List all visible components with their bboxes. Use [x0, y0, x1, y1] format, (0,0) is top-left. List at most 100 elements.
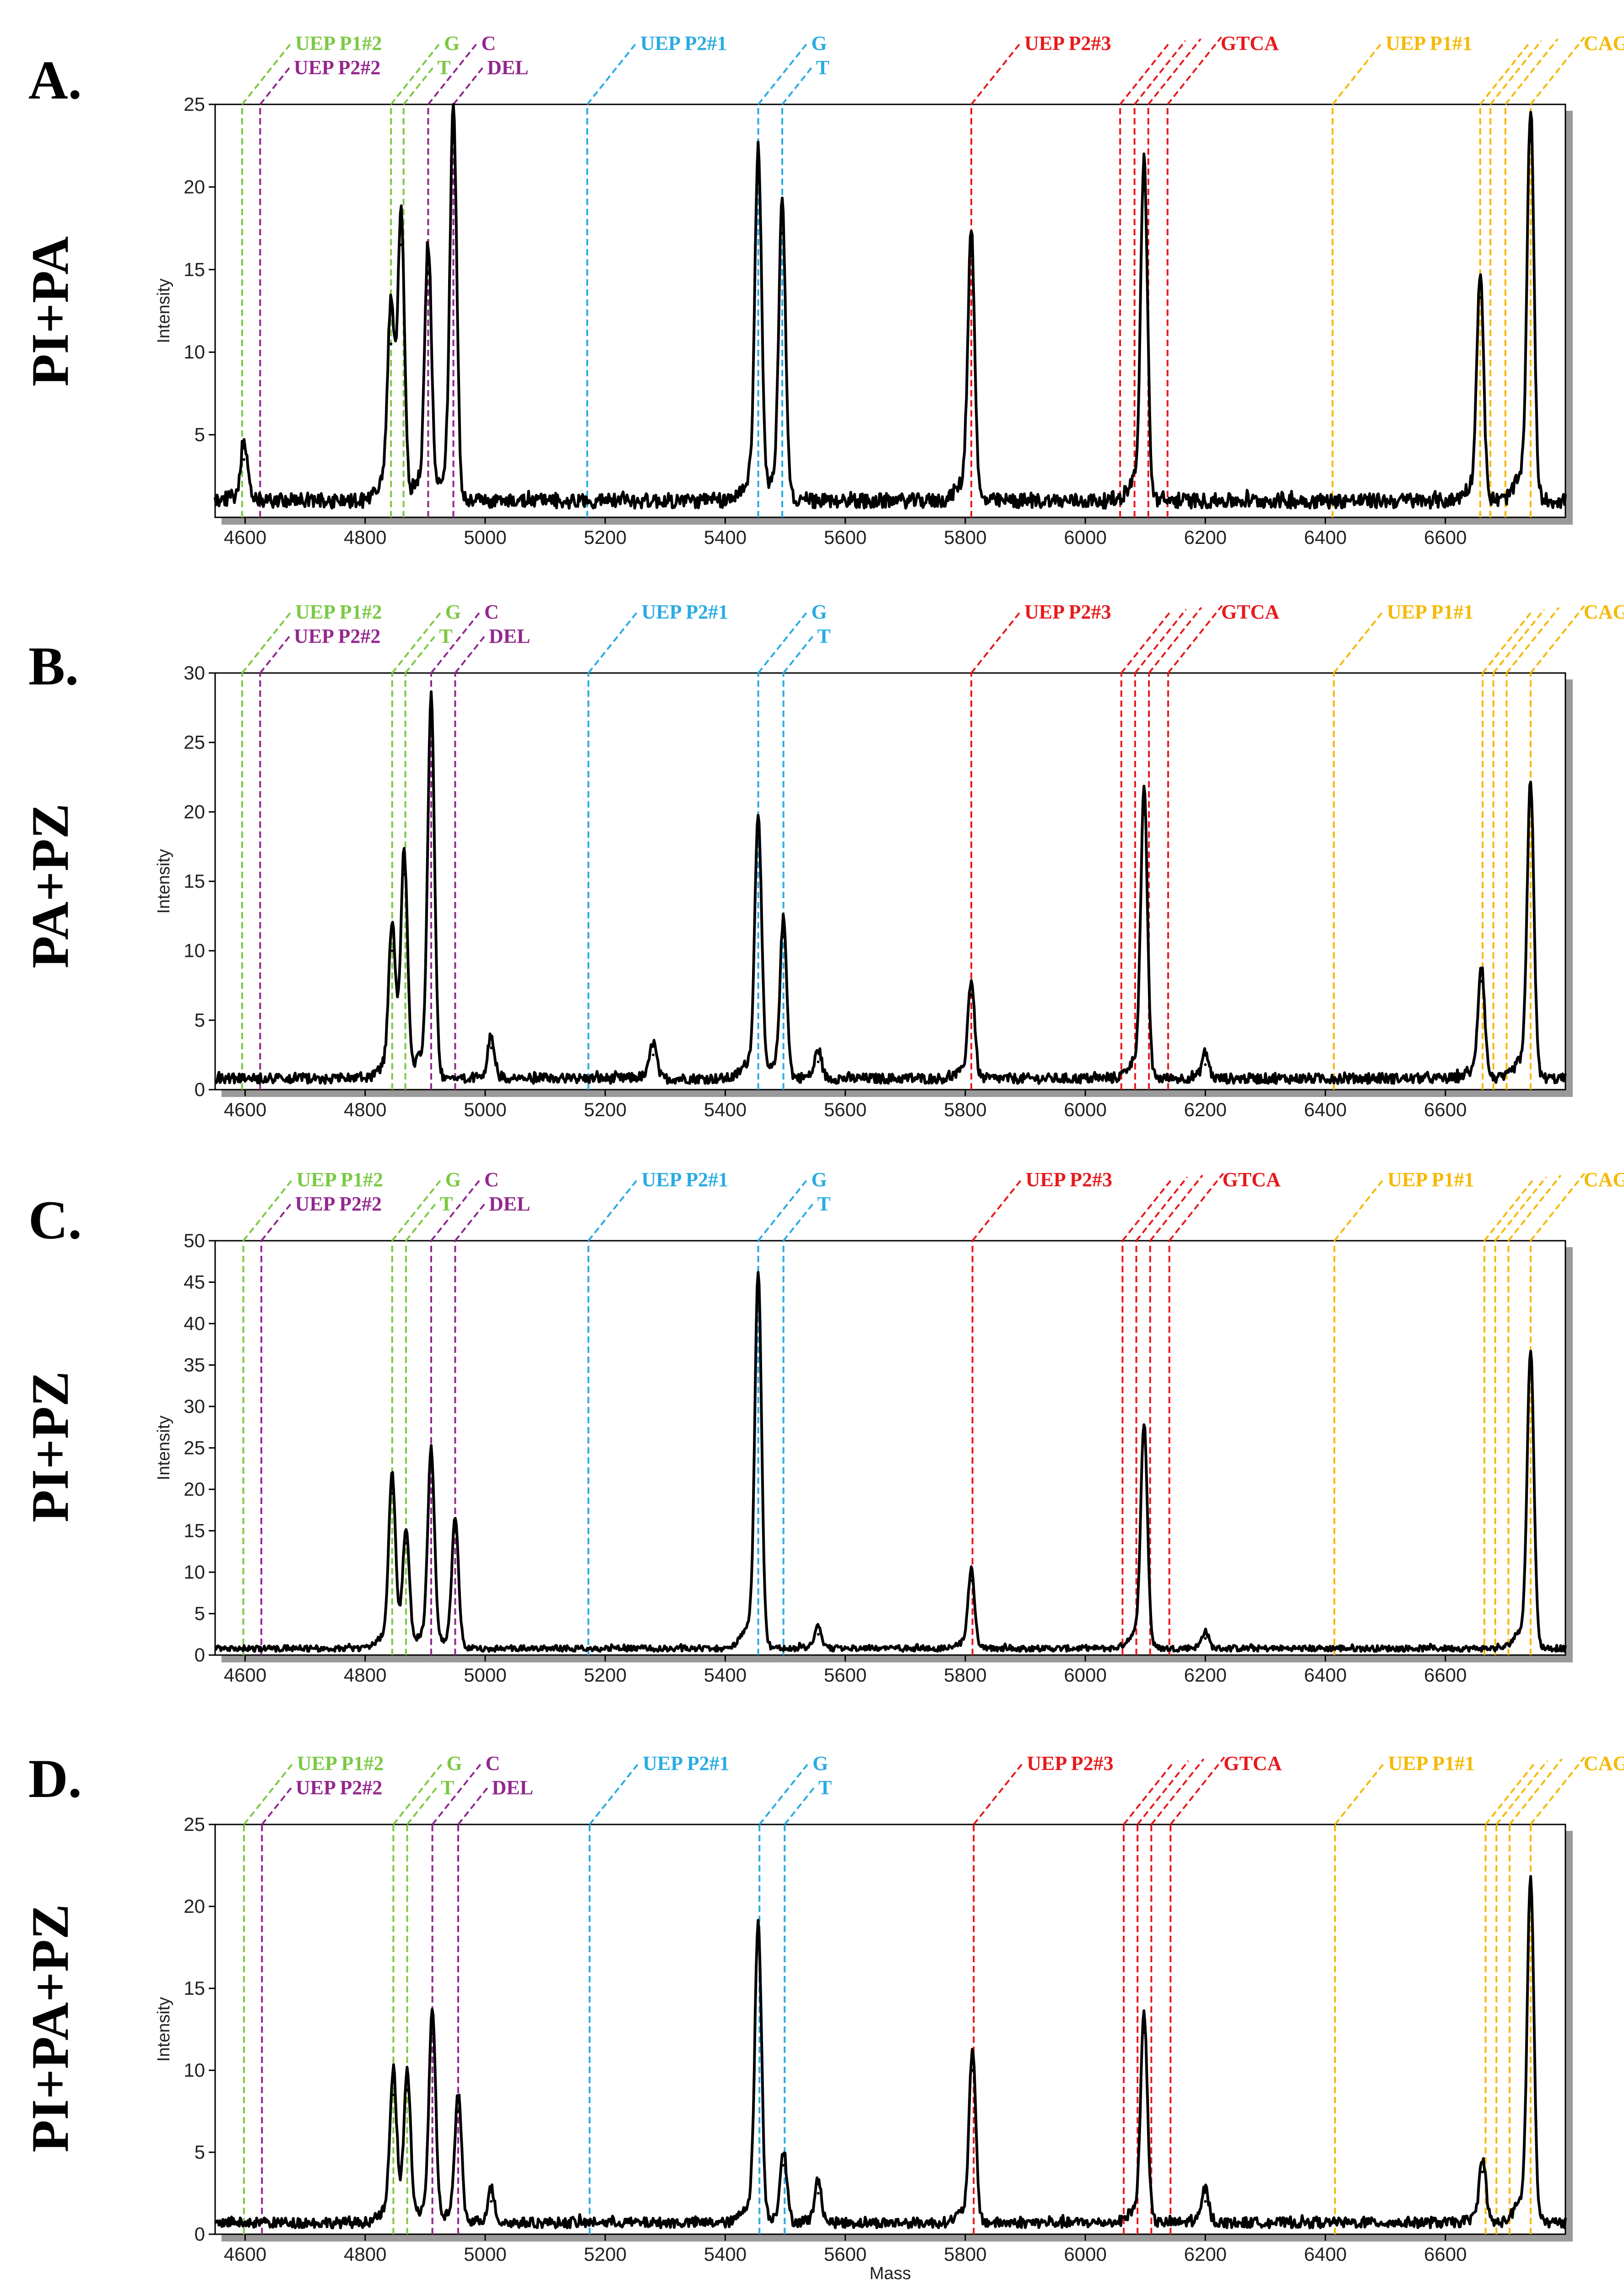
- frame-shadow-right: [1565, 1247, 1573, 1661]
- marker-label: UEP P1#1: [1387, 1168, 1474, 1191]
- marker-label: UEP P2#1: [640, 32, 727, 54]
- plot-frame: [214, 1824, 1566, 2235]
- peak-point: [390, 949, 394, 952]
- peak-point: [817, 2192, 820, 2195]
- panel-pa-pz: B. PA+PZ 0 5 10 15 20 25 30 4600 4800 5000 5200 5400 5…: [21, 601, 1624, 1120]
- plot-frame: [214, 1240, 1566, 1656]
- marker-leader: [430, 610, 482, 674]
- marker-leader: [1482, 610, 1533, 674]
- y-tick-label: 25: [184, 1813, 205, 1835]
- y-tick-label: 20: [184, 176, 205, 197]
- y-tick-label: 5: [195, 1603, 205, 1624]
- marker-leader: [1493, 608, 1545, 674]
- marker-label: UEP P2#2: [294, 625, 380, 647]
- marker-leader: [1530, 36, 1586, 105]
- panel-title: PI+PZ: [21, 1371, 80, 1522]
- marker-label: UEP P1#2: [297, 1168, 383, 1191]
- marker-leader: [405, 1202, 437, 1242]
- marker-leader: [391, 610, 443, 674]
- x-tick-label: 4800: [344, 1664, 386, 1686]
- marker-label: GTCA: [1223, 1752, 1282, 1775]
- spectrum-trace: [214, 1875, 1567, 2230]
- frame-shadow-right: [1565, 111, 1573, 524]
- x-tick-label: 4800: [344, 527, 386, 548]
- marker-label: UEP P2#1: [643, 1752, 729, 1775]
- marker-label: G: [445, 1168, 461, 1191]
- marker-leader: [1134, 608, 1187, 674]
- marker-leader: [261, 1786, 293, 1825]
- marker-label: C: [481, 32, 496, 54]
- marker-leader: [1167, 36, 1222, 105]
- x-tick-label: 5200: [584, 2243, 627, 2265]
- marker-leader: [1121, 610, 1172, 674]
- marker-label: T: [816, 56, 829, 79]
- y-tick-label: 0: [195, 1644, 205, 1666]
- y-tick-label: 15: [184, 1977, 205, 1999]
- marker-leader: [1121, 1178, 1173, 1242]
- marker-leader: [403, 66, 434, 105]
- marker-leader: [454, 635, 486, 674]
- peak-point: [430, 720, 433, 723]
- marker-leader: [972, 1178, 1023, 1242]
- x-tick-label: 6000: [1064, 527, 1106, 548]
- peak-point: [430, 1463, 433, 1466]
- marker-label: UEP P2#3: [1024, 601, 1111, 623]
- panel-title: PA+PZ: [21, 803, 80, 968]
- peak-point: [1142, 813, 1146, 816]
- marker-leader: [1485, 1762, 1536, 1825]
- marker-leader: [1119, 42, 1170, 105]
- marker-label: CAGT: [1584, 32, 1624, 54]
- marker-leader: [1530, 605, 1586, 674]
- marker-label: UEP P2#3: [1026, 1168, 1112, 1191]
- marker-label: DEL: [487, 56, 528, 79]
- x-tick-label: 5000: [464, 1099, 506, 1120]
- x-tick-label: 5600: [824, 1664, 866, 1686]
- peak-point: [781, 232, 784, 235]
- marker-leader: [1169, 1756, 1225, 1825]
- y-tick-label: 35: [184, 1354, 205, 1376]
- x-tick-label: 5600: [824, 527, 866, 548]
- x-tick-label: 6200: [1184, 1099, 1227, 1120]
- marker-label: G: [444, 32, 460, 54]
- y-tick-label: 10: [184, 2059, 205, 2081]
- marker-leader: [1530, 1173, 1586, 1242]
- y-tick-label: 30: [184, 1395, 205, 1417]
- marker-leader: [589, 1762, 640, 1825]
- marker-leader: [391, 1178, 443, 1242]
- y-axis-title: Intensity: [154, 1997, 173, 2062]
- marker-label: UEP P2#2: [295, 1193, 382, 1215]
- panel-letter: A.: [28, 49, 82, 110]
- marker-label: T: [817, 625, 830, 647]
- peak-point: [490, 1047, 493, 1049]
- peak-point: [1204, 1063, 1207, 1066]
- y-tick-label: 15: [184, 870, 205, 892]
- marker-leader: [452, 66, 484, 105]
- peak-point: [1204, 1637, 1207, 1640]
- marker-leader: [757, 610, 809, 674]
- marker-label: UEP P1#2: [295, 32, 382, 54]
- peak-point: [757, 1946, 760, 1949]
- panel-letter: B.: [28, 635, 79, 696]
- marker-leader: [1148, 38, 1202, 105]
- x-tick-label: 5600: [824, 2243, 866, 2265]
- marker-label: GTCA: [1221, 601, 1279, 623]
- peak-point: [757, 834, 760, 837]
- x-tick-label: 5000: [464, 527, 506, 548]
- x-tick-label: 6000: [1064, 2243, 1106, 2265]
- marker-leader: [1333, 610, 1384, 674]
- frame-shadow-bottom: [222, 2234, 1573, 2242]
- marker-label: T: [441, 1776, 454, 1799]
- marker-label: UEP P1#2: [295, 601, 382, 623]
- x-tick-label: 4600: [224, 2243, 266, 2265]
- marker-label: GTCA: [1221, 32, 1279, 54]
- marker-leader: [1123, 1762, 1174, 1825]
- peak-point: [404, 1542, 407, 1545]
- x-tick-label: 6000: [1064, 1099, 1106, 1120]
- x-tick-label: 5200: [584, 527, 627, 548]
- peak-point: [454, 1529, 457, 1532]
- x-tick-label: 5200: [584, 1664, 627, 1686]
- peak-point: [652, 1053, 655, 1057]
- marker-label: C: [484, 1168, 499, 1191]
- marker-leader: [1134, 40, 1186, 105]
